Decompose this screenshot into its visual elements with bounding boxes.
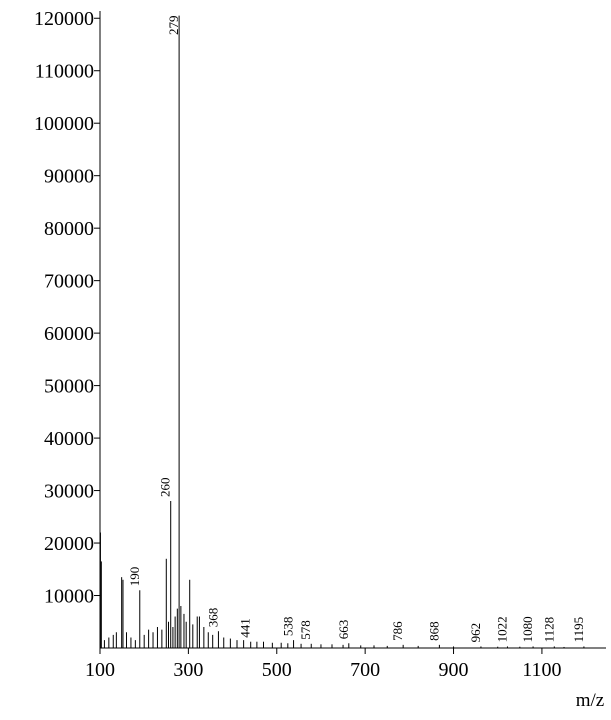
peak-label: 962: [468, 623, 483, 643]
y-tick-label: 80000: [44, 218, 94, 240]
x-axis-label: m/z: [576, 690, 605, 711]
y-tick-label: 70000: [44, 271, 94, 293]
y-tick-label: 20000: [44, 533, 94, 555]
y-tick-label: 30000: [44, 481, 94, 503]
peak-label: 663: [336, 620, 351, 640]
peak-label: 1128: [541, 617, 556, 643]
peak-label: 1195: [571, 617, 586, 643]
y-tick-label: 110000: [35, 61, 94, 83]
peak-label: 578: [298, 620, 313, 640]
x-tick-label: 500: [262, 659, 292, 681]
peak-label: 1022: [494, 616, 509, 642]
peak-label: 786: [390, 621, 405, 641]
y-tick-label: 90000: [44, 166, 94, 188]
x-tick-label: 900: [439, 659, 469, 681]
peak-label: 1080: [520, 616, 535, 642]
peak-label: 190: [127, 567, 142, 587]
x-tick-label: 1100: [522, 659, 561, 681]
y-tick-label: 40000: [44, 428, 94, 450]
y-tick-label: 120000: [34, 8, 94, 30]
y-tick-label: 50000: [44, 376, 94, 398]
peak-label: 441: [238, 618, 253, 638]
peak-label: 538: [281, 617, 296, 637]
y-tick-label: 60000: [44, 323, 94, 345]
x-tick-label: 700: [350, 659, 380, 681]
x-tick-label: 300: [173, 659, 203, 681]
y-tick-label: 100000: [34, 113, 94, 135]
peak-label: 868: [426, 621, 441, 641]
peak-label: 260: [158, 478, 173, 498]
x-tick-label: 100: [85, 659, 115, 681]
peak-label: 279: [166, 16, 181, 36]
y-tick-label: 10000: [44, 586, 94, 608]
peak-label: 368: [205, 608, 220, 628]
